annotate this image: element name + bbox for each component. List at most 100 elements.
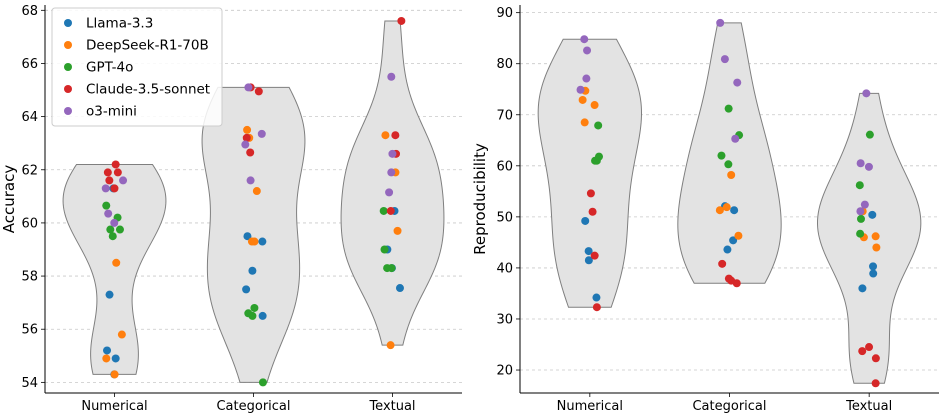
- y-tick-label: 40: [496, 261, 513, 276]
- point-deepseek-r1-70b: [117, 330, 126, 339]
- y-tick-label: 70: [496, 108, 513, 123]
- point-llama-3-3: [584, 256, 593, 265]
- violin-textual: [816, 92, 922, 384]
- point-o3-mini: [244, 83, 253, 92]
- point-gpt-4o: [717, 151, 726, 160]
- point-deepseek-r1-70b: [381, 131, 390, 140]
- point-o3-mini: [110, 218, 119, 227]
- legend: Llama-3.3 DeepSeek-R1-70B GPT-4o Claude-3.5…: [51, 7, 223, 127]
- point-claude-3-5-sonnet: [242, 133, 251, 142]
- point-claude-3-5-sonnet: [391, 131, 400, 140]
- point-o3-mini: [388, 149, 397, 158]
- point-deepseek-r1-70b: [386, 341, 395, 350]
- legend-label-claude-3-5-sonnet: Claude-3.5-sonnet: [86, 82, 210, 98]
- point-o3-mini: [583, 46, 592, 55]
- legend-label-deepseek-r1-70b: DeepSeek-R1-70B: [86, 38, 209, 54]
- point-gpt-4o: [258, 378, 267, 387]
- point-deepseek-r1-70b: [722, 203, 731, 212]
- point-o3-mini: [860, 200, 869, 209]
- accuracy-panel: 54 56 58 60 62 64 66 68 Numerical Categorical Text…: [0, 4, 462, 414]
- point-deepseek-r1-70b: [590, 101, 599, 110]
- point-claude-3-5-sonnet: [110, 184, 119, 193]
- y-tick-label: 56: [21, 323, 38, 338]
- point-claude-3-5-sonnet: [386, 206, 395, 215]
- point-llama-3-3: [248, 266, 257, 275]
- point-o3-mini: [856, 159, 865, 168]
- point-deepseek-r1-70b: [110, 370, 119, 379]
- point-gpt-4o: [594, 121, 603, 130]
- point-claude-3-5-sonnet: [113, 168, 122, 177]
- legend-marker-deepseek-r1-70b: [64, 41, 72, 49]
- point-llama-3-3: [103, 346, 112, 355]
- point-gpt-4o: [250, 303, 259, 312]
- point-claude-3-5-sonnet: [871, 354, 880, 363]
- point-llama-3-3: [858, 284, 867, 293]
- point-gpt-4o: [856, 214, 865, 223]
- point-gpt-4o: [855, 181, 864, 190]
- legend-label-gpt-4o: GPT-4o: [86, 60, 133, 76]
- legend-marker-gpt-4o: [64, 63, 72, 71]
- point-o3-mini: [119, 176, 128, 185]
- y-tick-label: 54: [21, 376, 38, 391]
- point-o3-mini: [385, 188, 394, 197]
- point-deepseek-r1-70b: [580, 118, 589, 127]
- point-llama-3-3: [869, 269, 878, 278]
- point-llama-3-3: [592, 293, 601, 302]
- y-tick-label: 80: [496, 57, 513, 72]
- legend-box: [51, 7, 223, 127]
- y-tick-label: 66: [21, 57, 38, 72]
- point-o3-mini: [257, 129, 266, 138]
- point-claude-3-5-sonnet: [397, 16, 406, 25]
- point-gpt-4o: [380, 245, 389, 254]
- point-claude-3-5-sonnet: [871, 379, 880, 388]
- point-claude-3-5-sonnet: [865, 343, 874, 352]
- violin-categorical: [201, 86, 306, 383]
- legend-marker-llama-3-3: [64, 19, 72, 27]
- point-o3-mini: [387, 168, 396, 177]
- x-tick-label: Numerical: [557, 399, 623, 414]
- y-axis-label: Accuracy: [0, 165, 18, 234]
- point-claude-3-5-sonnet: [718, 259, 727, 268]
- point-gpt-4o: [724, 104, 733, 113]
- point-o3-mini: [576, 85, 585, 94]
- point-llama-3-3: [723, 245, 732, 254]
- y-tick-label: 62: [21, 163, 38, 178]
- x-tick-label: Textual: [368, 399, 415, 414]
- point-claude-3-5-sonnet: [105, 176, 114, 185]
- point-deepseek-r1-70b: [734, 231, 743, 240]
- point-gpt-4o: [108, 232, 117, 241]
- point-claude-3-5-sonnet: [590, 251, 599, 260]
- point-o3-mini: [582, 74, 591, 83]
- y-tick-label: 58: [21, 270, 38, 285]
- point-o3-mini: [716, 18, 725, 27]
- point-gpt-4o: [244, 309, 253, 318]
- point-llama-3-3: [242, 285, 251, 294]
- y-tick-label: 30: [496, 312, 513, 327]
- y-tick-label: 64: [21, 110, 38, 125]
- violin-numerical: [537, 38, 643, 308]
- point-deepseek-r1-70b: [250, 237, 259, 246]
- y-axis-label: Reproducibility: [471, 143, 489, 255]
- point-claude-3-5-sonnet: [724, 274, 733, 283]
- point-o3-mini: [864, 162, 873, 171]
- point-claude-3-5-sonnet: [858, 347, 867, 356]
- point-deepseek-r1-70b: [872, 243, 881, 252]
- y-tick-label: 68: [21, 4, 38, 19]
- point-deepseek-r1-70b: [102, 354, 111, 363]
- legend-label-o3-mini: o3-mini: [86, 104, 137, 120]
- point-o3-mini: [862, 89, 871, 98]
- point-gpt-4o: [379, 206, 388, 215]
- point-claude-3-5-sonnet: [592, 303, 601, 312]
- point-llama-3-3: [395, 284, 404, 293]
- point-o3-mini: [720, 55, 729, 64]
- point-o3-mini: [387, 72, 396, 81]
- point-o3-mini: [580, 35, 589, 44]
- point-gpt-4o: [865, 130, 874, 139]
- point-claude-3-5-sonnet: [246, 148, 255, 157]
- y-tick-label: 50: [496, 210, 513, 225]
- point-o3-mini: [104, 209, 113, 218]
- y-tick-label: 60: [496, 159, 513, 174]
- point-o3-mini: [101, 184, 110, 193]
- point-o3-mini: [246, 176, 255, 185]
